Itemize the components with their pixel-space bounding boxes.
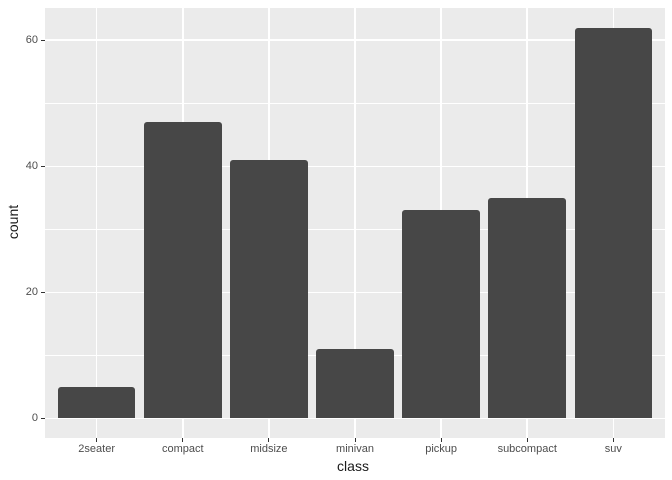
x-tick-mark-subcompact [526,438,528,442]
gridline-x-2seater [95,8,98,438]
y-tick-mark-20 [41,291,45,293]
y-tick-label-0: 0 [31,411,38,424]
y-tick-label-40: 40 [25,159,38,172]
x-tick-mark-pickup [440,438,442,442]
y-axis-title: count [5,204,21,240]
x-tick-label-subcompact: subcompact [497,443,557,455]
x-tick-label-suv: suv [604,443,622,455]
x-tick-mark-suv [612,438,614,442]
x-tick-label-compact: compact [161,443,204,455]
x-tick-mark-2seater [96,438,98,442]
plot-panel [45,8,665,438]
bar-midsize [230,159,308,419]
x-axis-title: class [337,458,369,474]
y-tick-mark-60 [41,39,45,41]
x-tick-label-minivan: minivan [336,443,374,455]
y-tick-mark-0 [41,417,45,419]
x-tick-mark-compact [182,438,184,442]
y-tick-mark-40 [41,165,45,167]
y-tick-label-60: 60 [25,33,38,46]
bar-pickup [402,210,480,419]
bar-2seater [57,386,136,419]
x-tick-mark-minivan [354,438,356,442]
bar-subcompact [488,197,566,419]
x-tick-label-pickup: pickup [425,443,458,455]
bar-compact [144,122,222,419]
x-tick-label-midsize: midsize [250,443,288,455]
bar-minivan [316,349,394,419]
x-tick-mark-midsize [268,438,270,442]
bar-suv [574,27,653,419]
y-tick-label-20: 20 [25,285,38,298]
x-tick-label-2seater: 2seater [78,443,116,455]
gridline-x-minivan [354,8,356,438]
